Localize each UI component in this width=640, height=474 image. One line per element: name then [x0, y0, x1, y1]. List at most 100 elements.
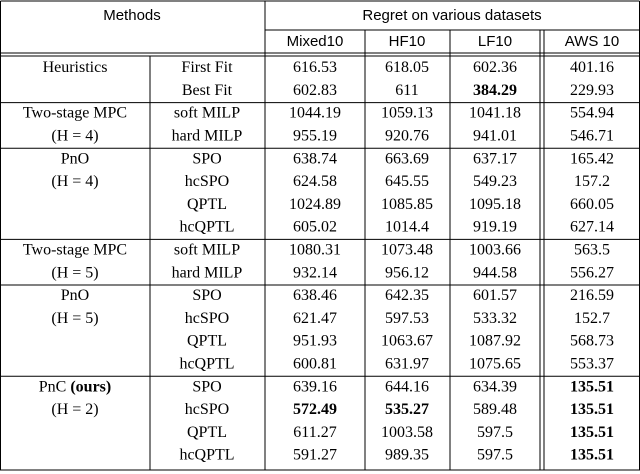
table-cell: 229.93 [570, 82, 614, 99]
table-cell: 611 [395, 82, 418, 99]
group-label: Heuristics [43, 59, 108, 76]
method-name: hcSPO [185, 310, 229, 327]
group-label: Two-stage MPC [23, 105, 127, 122]
method-name: QPTL [187, 196, 227, 213]
group-label: (H = 5) [51, 264, 98, 281]
method-name: soft MILP [174, 105, 240, 122]
table-cell: 644.16 [385, 378, 429, 395]
table-cell: 639.16 [293, 378, 337, 395]
table-cell: 1075.65 [469, 355, 521, 372]
method-name: SPO [192, 150, 221, 167]
table-cell: 1085.85 [381, 196, 433, 213]
method-name: hcQPTL [179, 219, 234, 236]
table-cell: 135.51 [570, 447, 614, 464]
table-cell: 533.32 [473, 310, 517, 327]
method-name: QPTL [187, 424, 227, 441]
table-cell: 955.19 [293, 127, 337, 144]
table-cell: 1087.92 [469, 333, 521, 350]
table-cell: 554.94 [570, 105, 614, 122]
method-name: hcSPO [185, 173, 229, 190]
table-cell: 611.27 [293, 424, 336, 441]
table-cell: 1073.48 [381, 241, 433, 258]
table-cell: 1095.18 [469, 196, 521, 213]
method-name: Best Fit [182, 82, 233, 99]
table-cell: 1059.13 [381, 105, 433, 122]
table-cell: 589.48 [473, 401, 517, 418]
table-cell: 951.93 [293, 333, 337, 350]
table-cell: 135.51 [570, 378, 614, 395]
method-name: hard MILP [172, 264, 243, 281]
table-cell: 1003.58 [381, 424, 433, 441]
table-cell: 546.71 [570, 127, 614, 144]
method-name: hcQPTL [179, 447, 234, 464]
table-cell: 1041.18 [469, 105, 521, 122]
table-cell: 165.42 [570, 150, 614, 167]
method-name: SPO [192, 287, 221, 304]
dataset-header: HF10 [389, 33, 426, 50]
group-label: PnC (ours) [39, 378, 111, 395]
table-cell: 638.46 [293, 287, 337, 304]
table-cell: 624.58 [293, 173, 337, 190]
method-name: SPO [192, 378, 221, 395]
table-cell: 563.5 [574, 241, 610, 258]
table-cell: 157.2 [574, 173, 610, 190]
table-cell: 616.53 [293, 59, 337, 76]
table-cell: 152.7 [574, 310, 610, 327]
table-cell: 600.81 [293, 355, 337, 372]
group-label: PnO [61, 287, 89, 304]
table-cell: 637.17 [473, 150, 517, 167]
header-methods: Methods [103, 7, 161, 24]
table-cell: 645.55 [385, 173, 429, 190]
table-cell: 1003.66 [469, 241, 521, 258]
table-cell: 618.05 [385, 59, 429, 76]
table-cell: 572.49 [293, 401, 337, 418]
table-cell: 627.14 [570, 219, 614, 236]
table-cell: 638.74 [293, 150, 337, 167]
table-cell: 535.27 [385, 401, 429, 418]
table-cell: 601.57 [473, 287, 517, 304]
table-cell: 216.59 [570, 287, 614, 304]
group-label: (H = 4) [51, 127, 98, 144]
dataset-header: AWS 10 [565, 33, 619, 50]
table-cell: 135.51 [570, 424, 614, 441]
table-cell: 556.27 [570, 264, 614, 281]
table-cell: 605.02 [293, 219, 337, 236]
table-cell: 634.39 [473, 378, 517, 395]
table-cell: 642.35 [385, 287, 429, 304]
table-cell: 1080.31 [289, 241, 341, 258]
table-cell: 631.97 [385, 355, 429, 372]
method-name: soft MILP [174, 241, 240, 258]
table-cell: 602.36 [473, 59, 517, 76]
table-cell: 553.37 [570, 355, 614, 372]
table-cell: 932.14 [293, 264, 337, 281]
table-cell: 944.58 [473, 264, 517, 281]
table-cell: 1063.67 [381, 333, 433, 350]
table-cell: 549.23 [473, 173, 517, 190]
group-label: (H = 4) [51, 173, 98, 190]
table-cell: 568.73 [570, 333, 614, 350]
method-name: hard MILP [172, 127, 243, 144]
table-cell: 1024.89 [289, 196, 341, 213]
table-cell: 1044.19 [289, 105, 341, 122]
table-cell: 920.76 [385, 127, 429, 144]
table-cell: 597.5 [477, 447, 513, 464]
table-cell: 384.29 [473, 82, 517, 99]
table-cell: 663.69 [385, 150, 429, 167]
table-cell: 591.27 [293, 447, 337, 464]
table-cell: 919.19 [473, 219, 517, 236]
table-cell: 1014.4 [385, 219, 429, 236]
table-cell: 660.05 [570, 196, 614, 213]
table-cell: 597.5 [477, 424, 513, 441]
group-label: PnO [61, 150, 89, 167]
table-cell: 989.35 [385, 447, 429, 464]
group-label: (H = 5) [51, 310, 98, 327]
method-name: QPTL [187, 333, 227, 350]
header-regret: Regret on various datasets [362, 7, 541, 24]
group-label-text: PnC [39, 378, 67, 395]
table-cell: 602.83 [293, 82, 337, 99]
table-cell: 621.47 [293, 310, 337, 327]
group-label: Two-stage MPC [23, 241, 127, 258]
table-cell: 135.51 [570, 401, 614, 418]
table-cell: 401.16 [570, 59, 614, 76]
